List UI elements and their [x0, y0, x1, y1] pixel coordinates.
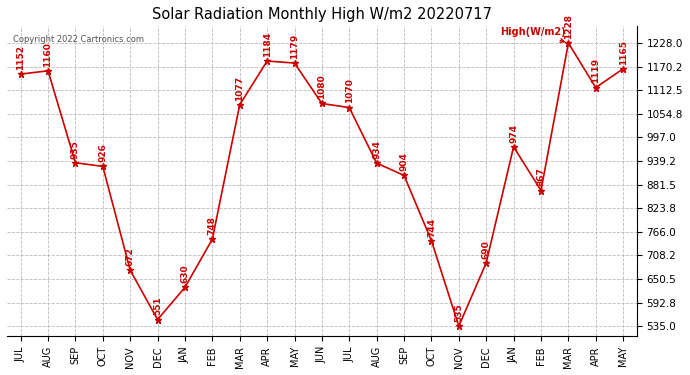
Text: 1160: 1160	[43, 42, 52, 67]
Text: 926: 926	[98, 143, 108, 162]
Text: 748: 748	[208, 216, 217, 235]
Text: 630: 630	[181, 264, 190, 283]
Text: 974: 974	[509, 123, 518, 142]
Text: High(W/m2): High(W/m2)	[500, 27, 566, 42]
Text: 690: 690	[482, 240, 491, 259]
Text: 1080: 1080	[317, 75, 326, 99]
Text: 535: 535	[454, 303, 463, 322]
Text: 1070: 1070	[345, 78, 354, 104]
Text: 1152: 1152	[16, 45, 25, 70]
Text: 1077: 1077	[235, 75, 244, 100]
Text: 1165: 1165	[619, 40, 628, 64]
Text: Copyright 2022 Cartronics.com: Copyright 2022 Cartronics.com	[13, 35, 144, 44]
Title: Solar Radiation Monthly High W/m2 20220717: Solar Radiation Monthly High W/m2 202207…	[152, 7, 492, 22]
Text: 935: 935	[71, 140, 80, 159]
Text: 934: 934	[372, 140, 381, 159]
Text: 551: 551	[153, 297, 162, 315]
Text: 1119: 1119	[591, 58, 600, 83]
Text: 1179: 1179	[290, 34, 299, 59]
Text: 744: 744	[427, 217, 436, 237]
Text: 672: 672	[126, 247, 135, 266]
Text: 1228: 1228	[564, 14, 573, 39]
Text: 904: 904	[400, 152, 408, 171]
Text: 1184: 1184	[263, 32, 272, 57]
Text: 867: 867	[537, 168, 546, 186]
